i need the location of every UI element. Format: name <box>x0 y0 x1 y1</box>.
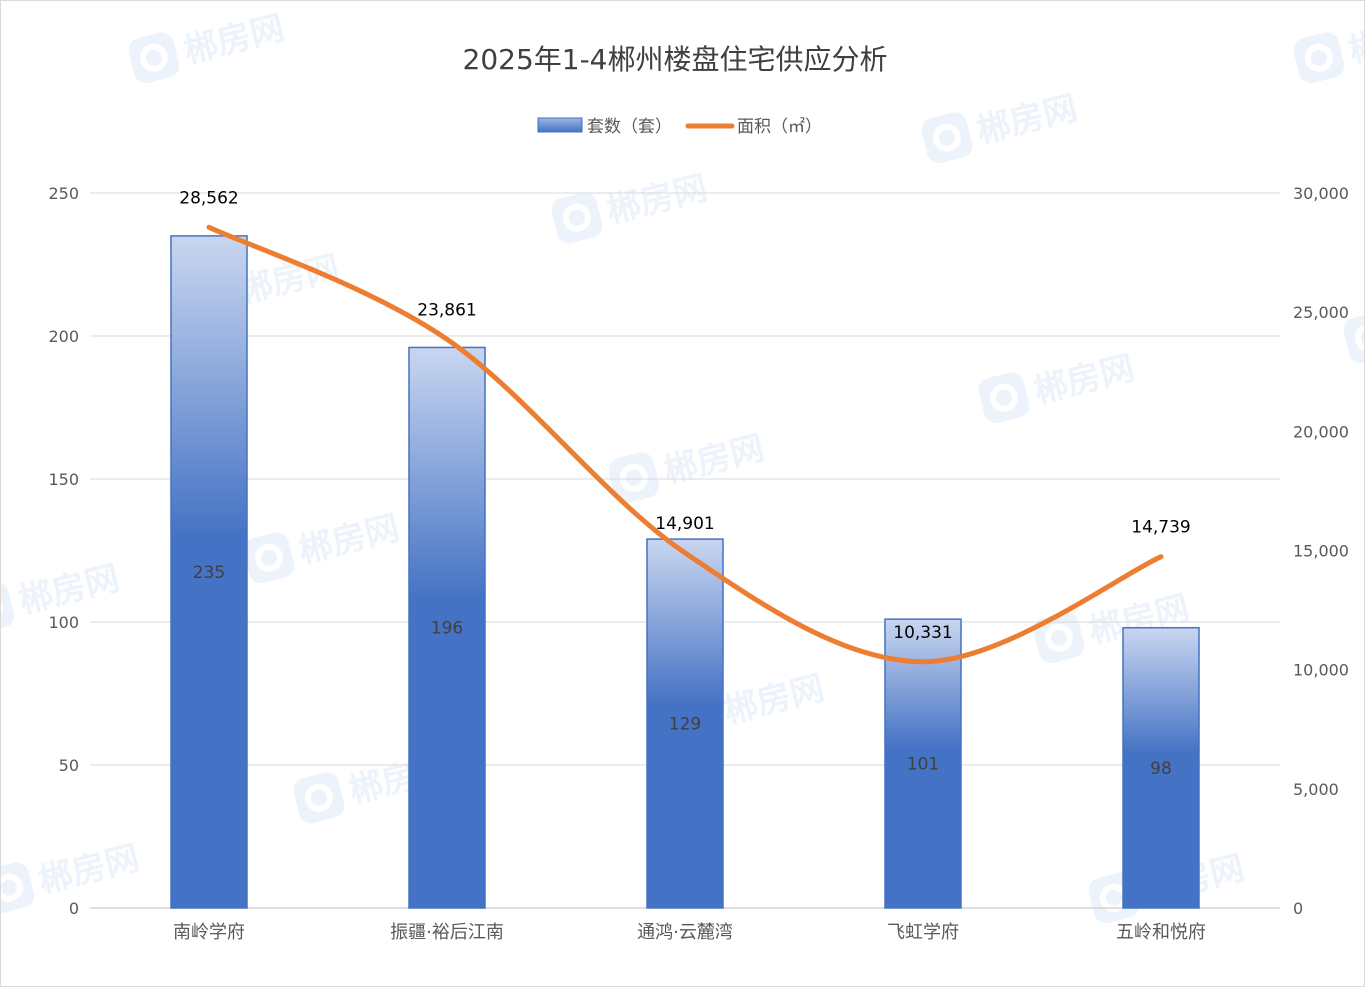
watermark-logo-ring <box>1304 43 1333 72</box>
bar <box>408 346 486 909</box>
bar-series <box>170 235 1200 909</box>
bar-data-label: 235 <box>193 563 225 583</box>
watermark-logo-icon <box>128 32 180 84</box>
watermark-logo-icon <box>1 862 35 914</box>
watermark-logo-icon <box>1033 612 1085 664</box>
watermark-4: 郴房网 <box>978 348 1139 424</box>
watermark-logo-icon <box>921 112 973 164</box>
category-label: 南岭学府 <box>173 922 245 943</box>
watermark-text: 郴房网 <box>720 668 829 731</box>
watermark-logo-ring <box>989 383 1018 412</box>
watermark-logo-icon <box>978 372 1030 424</box>
watermark-text: 郴房网 <box>295 508 404 571</box>
watermark-text: 郴房网 <box>603 168 712 231</box>
right-tick-label: 15,000 <box>1293 542 1349 561</box>
watermark-logo-ring <box>1044 623 1073 652</box>
watermark-logo-ring <box>1354 323 1364 352</box>
right-tick-label: 0 <box>1293 899 1303 918</box>
watermark-logo-ring <box>254 543 283 572</box>
legend: 套数（套） 面积（㎡） <box>537 117 822 137</box>
category-label: 飞虹学府 <box>887 922 959 943</box>
watermark-logo-icon <box>1293 32 1345 84</box>
line-series <box>206 224 1164 665</box>
right-axis-ticks: 0 5,000 10,000 15,000 20,000 25,000 30,000 <box>1293 184 1349 918</box>
left-tick-label: 200 <box>48 327 79 346</box>
bar <box>884 618 962 909</box>
watermark-logo-icon <box>608 452 660 504</box>
watermark-1: 郴房网 <box>921 88 1082 164</box>
left-tick-label: 100 <box>48 613 79 632</box>
bar-data-label: 98 <box>1150 759 1172 779</box>
watermark-6: 郴房网 <box>243 508 404 584</box>
left-axis-ticks: 0 50 100 150 200 250 <box>48 184 79 918</box>
chart-title: 2025年1-4郴州楼盘住宅供应分析 <box>463 43 888 76</box>
bar-data-label: 129 <box>669 715 701 735</box>
watermark-11: 郴房网 <box>1293 8 1364 84</box>
watermark-text: 郴房网 <box>180 8 289 71</box>
watermark-logo-ring <box>1 873 23 902</box>
left-tick-label: 250 <box>48 184 79 203</box>
left-tick-label: 150 <box>48 470 79 489</box>
watermark-text: 郴房网 <box>1030 348 1139 411</box>
line-data-labels: 28,562 23,861 14,901 10,331 14,739 <box>179 188 1190 643</box>
right-tick-label: 10,000 <box>1293 661 1349 680</box>
watermark-logo-icon <box>551 192 603 244</box>
right-tick-label: 5,000 <box>1293 780 1339 799</box>
watermark-14: 郴房网 <box>1343 312 1364 364</box>
bar-data-label: 196 <box>431 619 463 639</box>
left-tick-label: 50 <box>59 756 79 775</box>
bar <box>1122 626 1200 909</box>
watermark-logo-ring <box>139 43 168 72</box>
watermark-logo-ring <box>932 123 961 152</box>
category-label: 五岭和悦府 <box>1116 922 1206 943</box>
watermark-logo-ring <box>562 203 591 232</box>
category-label: 振疆·裕后江南 <box>390 922 504 943</box>
line-data-label: 14,739 <box>1131 518 1190 538</box>
bar-data-labels: 235 196 129 101 98 <box>193 563 1172 779</box>
legend-label-line: 面积（㎡） <box>737 117 822 137</box>
watermark-logo-ring <box>304 783 333 812</box>
watermark-text: 郴房网 <box>1345 8 1364 71</box>
watermark-text: 郴房网 <box>35 838 144 901</box>
watermark-logo-icon <box>293 772 345 824</box>
watermark-logo-icon <box>1343 312 1364 364</box>
watermark-logo-icon <box>243 532 295 584</box>
watermark-2: 郴房网 <box>551 168 712 244</box>
watermark-logo-icon <box>1 582 15 634</box>
category-axis-labels: 南岭学府 振疆·裕后江南 通鸿·云麓湾 飞虹学府 五岭和悦府 <box>173 922 1206 943</box>
right-tick-label: 30,000 <box>1293 184 1349 203</box>
watermark-5: 郴房网 <box>608 428 769 504</box>
watermark-logo-ring <box>619 463 648 492</box>
legend-label-bars: 套数（套） <box>587 117 672 137</box>
line-data-label: 28,562 <box>179 188 238 208</box>
watermark-text: 郴房网 <box>973 88 1082 151</box>
line-data-label: 14,901 <box>655 514 714 534</box>
area-line <box>206 224 1164 665</box>
line-data-label: 10,331 <box>893 623 952 643</box>
right-tick-label: 25,000 <box>1293 303 1349 322</box>
left-tick-label: 0 <box>69 899 79 918</box>
line-data-label: 23,861 <box>417 300 476 320</box>
legend-swatch-bars <box>537 117 583 133</box>
bar-data-label: 101 <box>907 755 939 775</box>
watermark-text: 郴房网 <box>660 428 769 491</box>
watermark-0: 郴房网 <box>128 8 289 84</box>
right-tick-label: 20,000 <box>1293 422 1349 441</box>
category-label: 通鸿·云麓湾 <box>637 922 733 943</box>
bar <box>170 235 248 909</box>
bar <box>646 538 724 909</box>
